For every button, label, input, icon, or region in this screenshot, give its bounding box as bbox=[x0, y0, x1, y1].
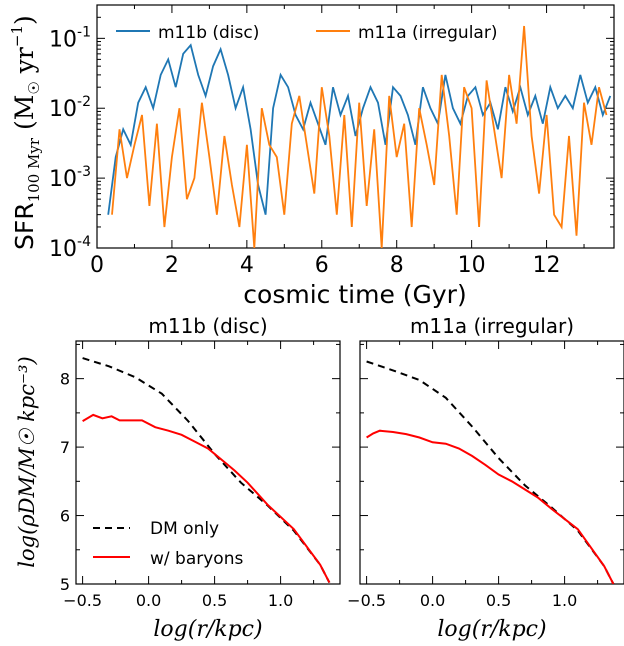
density-plot-frame-m11a bbox=[359, 340, 624, 585]
sfr-y-axis-label-unit-sun: ☉ bbox=[25, 81, 43, 94]
density-series-group-m11b bbox=[82, 357, 331, 584]
sfr-y-tick-label: 10-2 bbox=[49, 94, 91, 122]
sfr-panel: 0 2 4 6 8 10 12 10-4 10-3 10-2 10-1 m11b (disc) m1… bbox=[8, 4, 615, 309]
density-title-m11b: m11b (disc) bbox=[148, 314, 267, 338]
sfr-line-m11a-irregular bbox=[111, 25, 608, 248]
sfr-line-m11b-disc bbox=[107, 43, 612, 215]
density-x-axis-label-m11b: log(r/kpc) bbox=[153, 617, 262, 642]
density-x-tick-label-m11a: 1.0 bbox=[552, 591, 577, 610]
density-ticks-m11b: −0.5 0.0 0.5 1.0 5 6 7 8 bbox=[60, 341, 340, 610]
density-legend: DM only w/ baryons bbox=[93, 519, 243, 569]
sfr-x-tick-label: 8 bbox=[390, 253, 404, 278]
legend-label-m11a: m11a (irregular) bbox=[358, 23, 497, 43]
sfr-series-group bbox=[107, 25, 612, 248]
legend-label-dm-only: DM only bbox=[150, 519, 219, 539]
sfr-x-tick-label: 12 bbox=[533, 253, 561, 278]
density-series-group-m11a bbox=[366, 360, 615, 584]
sfr-y-axis-label-unit-yr: yr bbox=[10, 47, 39, 81]
sfr-plot-frame bbox=[96, 4, 615, 249]
sfr-y-axis-label-unit-exp: −1 bbox=[8, 25, 26, 47]
sfr-x-tick-label: 4 bbox=[240, 253, 254, 278]
density-y-tick-label-m11b: 5 bbox=[60, 575, 70, 594]
density-title-m11a: m11a (irregular) bbox=[410, 314, 574, 338]
sfr-ticks: 0 2 4 6 8 10 12 10-4 10-3 10-2 10-1 bbox=[49, 5, 614, 278]
sfr-x-tick-label: 10 bbox=[458, 253, 486, 278]
density-panel-m11a: m11a (irregular) −0.5 0.0 0.5 1.0 log(r/kpc… bbox=[347, 314, 624, 642]
density-line-w-baryons-m11a bbox=[366, 429, 615, 584]
density-x-axis-label-m11a: log(r/kpc) bbox=[437, 617, 546, 642]
svg-text:SFR100 Myr(M☉ yr−1): SFR100 Myr (M☉ yr−1) bbox=[8, 15, 43, 250]
legend-label-w-baryons: w/ baryons bbox=[150, 549, 243, 569]
density-x-tick-label-m11b: 0.0 bbox=[136, 591, 161, 610]
sfr-x-tick-label: 0 bbox=[90, 253, 104, 278]
density-x-tick-label-m11b: 0.5 bbox=[202, 591, 227, 610]
legend-label-m11b: m11b (disc) bbox=[158, 23, 259, 43]
sfr-y-tick-label: 10-4 bbox=[49, 234, 91, 262]
sfr-y-axis-label: SFR100 Myr (M☉ yr−1) bbox=[8, 15, 43, 250]
sfr-y-axis-label-unit-base: (M bbox=[10, 95, 39, 130]
density-ticks-m11a: −0.5 0.0 0.5 1.0 bbox=[347, 341, 624, 610]
density-panel-m11b: m11b (disc) −0.5 0.0 0.5 1.0 5 6 7 8 DM only w/… bbox=[15, 314, 341, 642]
density-y-axis-label: log(ρDM/M☉ kpc⁻³) bbox=[15, 356, 39, 567]
sfr-y-axis-label-main: SFR bbox=[10, 202, 39, 250]
density-x-tick-label-m11a: −0.5 bbox=[347, 591, 386, 610]
density-x-tick-label-m11a: 0.5 bbox=[486, 591, 511, 610]
sfr-x-tick-label: 2 bbox=[165, 253, 179, 278]
density-x-tick-label-m11b: 1.0 bbox=[268, 591, 293, 610]
sfr-y-tick-label: 10-1 bbox=[49, 24, 91, 52]
density-plot-frame-m11b bbox=[75, 340, 341, 585]
sfr-y-axis-label-sub: 100 Myr bbox=[25, 137, 43, 202]
density-y-tick-label-m11b: 6 bbox=[60, 507, 70, 526]
density-y-tick-label-m11b: 7 bbox=[60, 438, 70, 457]
density-line-w-baryons-m11b bbox=[82, 413, 331, 584]
sfr-x-axis-label: cosmic time (Gyr) bbox=[243, 280, 466, 309]
density-y-tick-label-m11b: 8 bbox=[60, 370, 70, 389]
sfr-y-axis-label-unit-close: ) bbox=[10, 15, 39, 25]
density-line-dm-only-m11a bbox=[366, 360, 615, 584]
sfr-x-tick-label: 6 bbox=[315, 253, 329, 278]
sfr-y-tick-label: 10-3 bbox=[49, 164, 91, 192]
sfr-legend: m11b (disc) m11a (irregular) bbox=[116, 23, 497, 43]
density-x-tick-label-m11a: 0.0 bbox=[420, 591, 445, 610]
density-x-tick-label-m11b: −0.5 bbox=[63, 591, 102, 610]
